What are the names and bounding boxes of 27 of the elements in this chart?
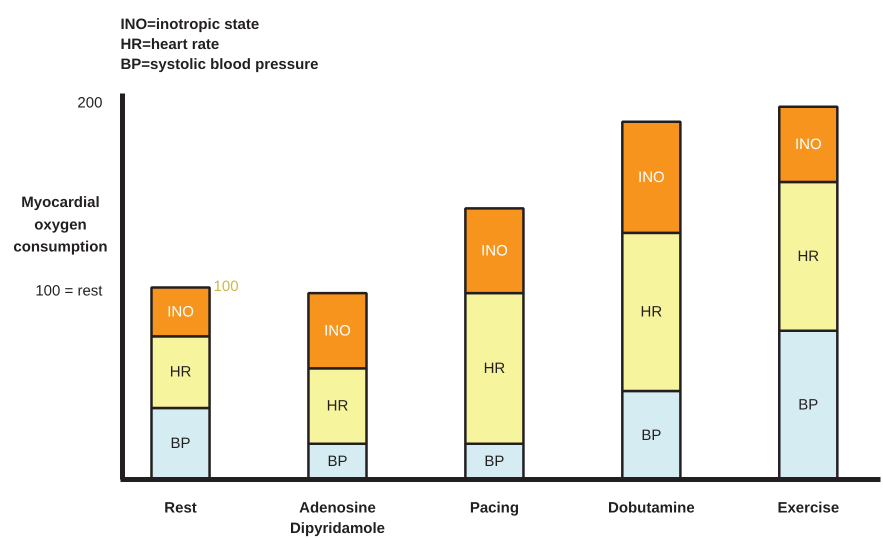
text: HR [326, 398, 348, 415]
text: INO=inotropic state [120, 16, 260, 34]
text: BP=systolic blood pressure [120, 56, 318, 74]
y-axis-title: Myocardial oxygen consumption [13, 194, 108, 256]
text: HR=heart rate [120, 36, 220, 54]
series-label: BP [327, 453, 348, 470]
x-tick-label: Rest [164, 500, 197, 516]
text: HR [170, 364, 192, 381]
text: BP [170, 435, 191, 452]
text: INO [167, 303, 194, 320]
y-tick-label: 200 [77, 94, 102, 112]
text: BP [641, 426, 662, 444]
x-tick-label: Pacing [470, 500, 520, 516]
text: INO [794, 136, 822, 153]
text: BP [484, 453, 504, 470]
series-label: INO [638, 168, 665, 186]
text: INO [324, 322, 351, 340]
text: HR [797, 248, 820, 265]
y-tick-label: 100 = rest [35, 282, 104, 300]
x-tick-label: Exercise [777, 500, 840, 516]
annotation: 100 [214, 278, 239, 296]
series-label: HR [640, 303, 662, 320]
x-tick-label: Adenosine Dipyridamole [290, 500, 385, 537]
text: INO [481, 242, 508, 260]
text: HR [484, 360, 506, 377]
text: BP [798, 396, 818, 414]
x-tick-label: Dobutamine [608, 500, 695, 516]
